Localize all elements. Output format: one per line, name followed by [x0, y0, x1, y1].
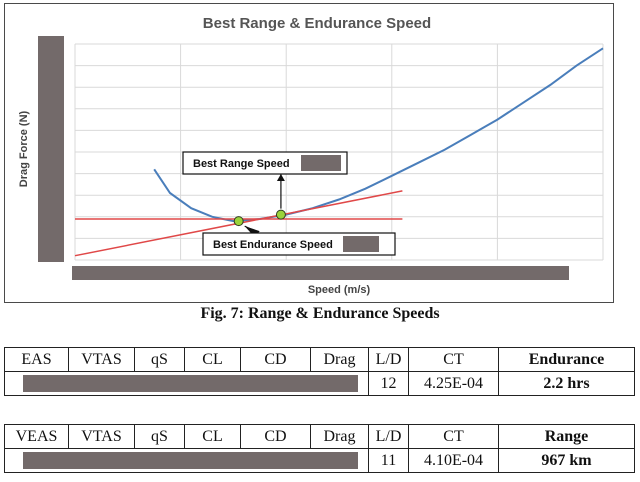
- header-cell: Range: [498, 424, 635, 449]
- y-axis-label: Drag Force (N): [18, 110, 30, 187]
- endurance-value: 2.2 hrs: [498, 371, 635, 396]
- range-value: 967 km: [498, 448, 635, 473]
- redaction-bar: [23, 452, 358, 469]
- header-cell: qS: [134, 347, 185, 372]
- header-cell: VEAS: [4, 424, 69, 449]
- endurance-label-text: Best Endurance Speed: [213, 239, 333, 251]
- endurance-value-redacted: [343, 236, 379, 252]
- header-cell: CD: [240, 347, 311, 372]
- header-cell: VTAS: [68, 424, 135, 449]
- header-cell: CL: [184, 424, 241, 449]
- range-arrow-head: [276, 174, 285, 181]
- header-cell: Drag: [310, 347, 369, 372]
- x-axis-ticks-redacted: [72, 266, 569, 280]
- redacted-cells: [4, 371, 369, 396]
- speed-point: [275, 209, 286, 220]
- chart-svg: Best Range Speed Best Endurance Speed Bes…: [18, 15, 604, 296]
- figure-caption: Fig. 7: Range & Endurance Speeds: [200, 305, 440, 322]
- chart-frame: Best Range Speed Best Endurance Speed Bes…: [4, 3, 614, 303]
- ld-value: 12: [368, 371, 409, 396]
- endurance-table: EAS VTAS qS CL CD Drag L/D CT Endurance …: [4, 347, 635, 396]
- x-axis-label: Speed (m/s): [308, 284, 371, 296]
- header-cell: CT: [408, 347, 499, 372]
- annotations-layer: Best Range Speed Best Endurance Speed: [182, 151, 396, 256]
- chart-title: Best Range & Endurance Speed: [203, 15, 431, 32]
- endurance-header-row: EAS VTAS qS CL CD Drag L/D CT Endurance: [4, 347, 635, 372]
- header-cell: VTAS: [68, 347, 135, 372]
- range-header-row: VEAS VTAS qS CL CD Drag L/D CT Range: [4, 424, 635, 449]
- points-layer: [233, 209, 286, 227]
- endurance-value-row: 12 4.25E-04 2.2 hrs: [4, 371, 635, 396]
- header-cell: L/D: [368, 424, 409, 449]
- ld-value: 11: [368, 448, 409, 473]
- header-cell: Endurance: [498, 347, 635, 372]
- header-cell: EAS: [4, 347, 69, 372]
- header-cell: Drag: [310, 424, 369, 449]
- header-cell: qS: [134, 424, 185, 449]
- header-cell: CD: [240, 424, 311, 449]
- drag-curve: [153, 47, 604, 223]
- ct-value: 4.10E-04: [408, 448, 499, 473]
- header-cell: CT: [408, 424, 499, 449]
- header-cell: L/D: [368, 347, 409, 372]
- y-axis-ticks-redacted: [38, 36, 64, 262]
- header-cell: CL: [184, 347, 241, 372]
- range-value-row: 11 4.10E-04 967 km: [4, 448, 635, 473]
- speed-point: [233, 216, 244, 227]
- ct-value: 4.25E-04: [408, 371, 499, 396]
- range-label-text: Best Range Speed: [193, 158, 290, 170]
- range-value-redacted: [301, 155, 341, 171]
- redaction-bar: [23, 375, 358, 392]
- range-table: VEAS VTAS qS CL CD Drag L/D CT Range 11 …: [4, 424, 635, 473]
- redacted-cells: [4, 448, 369, 473]
